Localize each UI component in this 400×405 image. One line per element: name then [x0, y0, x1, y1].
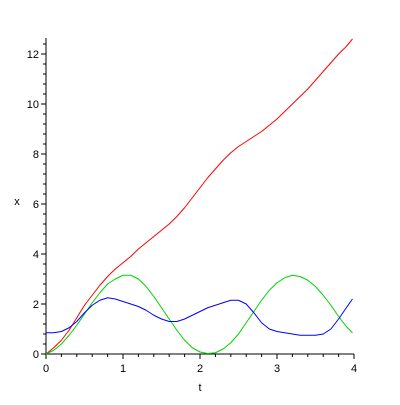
x-tick-label: 1: [120, 363, 126, 375]
y-tick-label: 2: [33, 299, 39, 311]
x-tick-label: 2: [197, 363, 203, 375]
y-tick-label: 4: [33, 249, 39, 261]
series-lines: [45, 38, 353, 355]
series-line-3: [46, 297, 353, 336]
y-tick-label: 12: [27, 49, 39, 61]
y-tick-label: 8: [33, 149, 39, 161]
series-line-2: [45, 274, 353, 355]
x-tick-label: 0: [43, 363, 49, 375]
x-axis-label: t: [198, 382, 201, 394]
series-line-1: [45, 38, 353, 355]
y-tick-label: 10: [27, 99, 39, 111]
y-tick-label: 6: [33, 199, 39, 211]
x-tick-label: 3: [274, 363, 280, 375]
x-tick-label: 4: [351, 363, 357, 375]
y-axis-label: x: [14, 196, 20, 208]
y-tick-label: 0: [33, 349, 39, 361]
